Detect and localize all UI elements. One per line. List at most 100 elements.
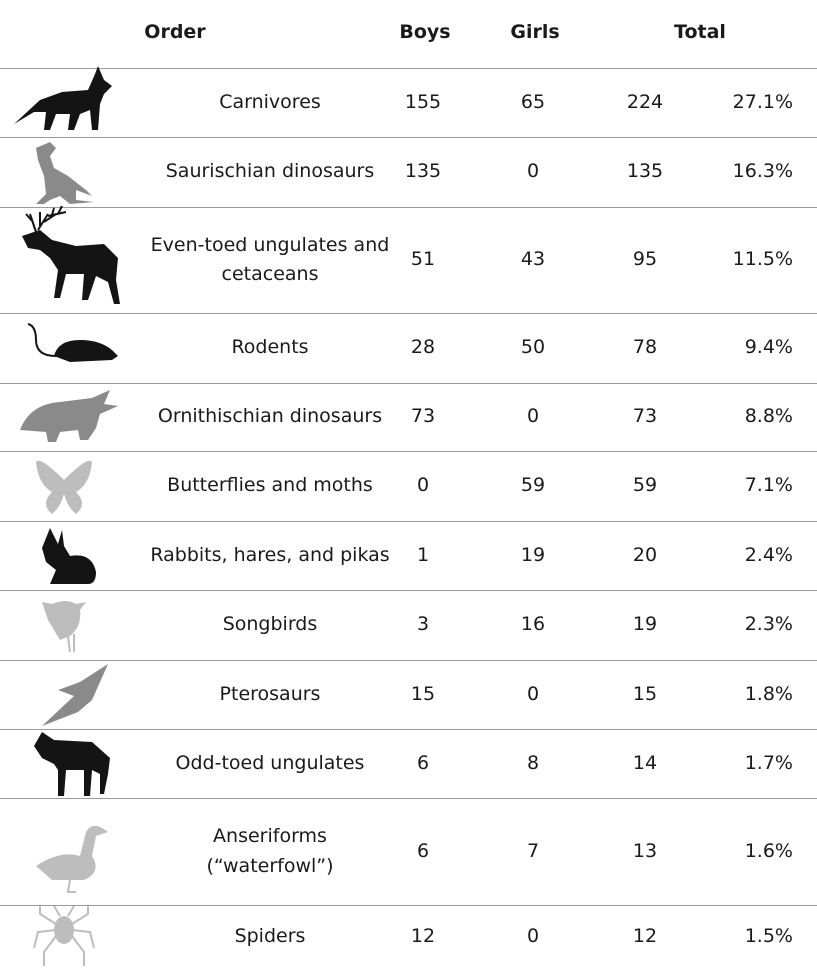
total-count: 73	[632, 405, 658, 428]
boys-count: 12	[410, 924, 436, 947]
total-count: 135	[626, 160, 664, 183]
total-count: 20	[632, 543, 658, 566]
spider-icon	[33, 905, 95, 966]
row-separator	[0, 798, 817, 799]
trex-icon	[36, 142, 94, 204]
butterfly-icon	[36, 460, 92, 514]
girls-count: 50	[520, 336, 546, 359]
order-name: Ornithischian dinosaurs	[145, 383, 395, 451]
total-percent: 7.1%	[744, 474, 793, 497]
girls-count: 16	[520, 613, 546, 636]
row-separator	[0, 207, 817, 208]
order-name: Even-toed ungulates and cetaceans	[145, 207, 395, 313]
rabbit-icon	[42, 528, 96, 584]
order-line: Anseriforms	[213, 825, 327, 848]
triceratops-icon	[20, 390, 118, 442]
girls-count: 43	[520, 248, 546, 271]
order-name: Butterflies and moths	[145, 451, 395, 521]
total-percent: 2.4%	[744, 543, 793, 566]
duck-icon	[36, 825, 108, 893]
girls-count: 0	[526, 160, 540, 183]
order-name: Rodents	[145, 313, 395, 383]
order-line: Odd-toed ungulates	[175, 751, 365, 774]
songbird-icon	[42, 601, 86, 653]
total-count: 19	[632, 613, 658, 636]
total-count: 224	[626, 90, 664, 113]
boys-count: 155	[404, 90, 442, 113]
row-separator	[0, 590, 817, 591]
order-line: Rodents	[231, 336, 309, 359]
boys-count: 6	[416, 839, 430, 862]
mouse-icon	[27, 323, 118, 362]
column-header: Total	[674, 21, 726, 44]
order-name: Anseriforms (“waterfowl”)	[145, 798, 395, 905]
order-name: Songbirds	[145, 590, 395, 660]
order-line: Rabbits, hares, and pikas	[150, 543, 390, 566]
girls-count: 59	[520, 474, 546, 497]
row-separator	[0, 451, 817, 452]
total-percent: 1.6%	[744, 839, 793, 862]
order-name: Rabbits, hares, and pikas	[145, 521, 395, 590]
total-count: 78	[632, 336, 658, 359]
column-header: Girls	[510, 21, 560, 44]
total-count: 95	[632, 248, 658, 271]
order-line: cetaceans	[221, 263, 319, 285]
row-separator	[0, 660, 817, 661]
row-separator	[0, 68, 817, 69]
order-line: Ornithischian dinosaurs	[157, 405, 383, 428]
row-separator	[0, 729, 817, 730]
total-count: 15	[632, 682, 658, 705]
boys-count: 28	[410, 336, 436, 359]
girls-count: 0	[526, 405, 540, 428]
total-count: 59	[632, 474, 658, 497]
order-line: (“waterfowl”)	[206, 854, 334, 877]
total-count: 13	[632, 839, 658, 862]
total-percent: 1.5%	[744, 924, 793, 947]
pterosaur-icon	[42, 664, 108, 726]
boys-count: 135	[404, 160, 442, 183]
girls-count: 19	[520, 543, 546, 566]
order-name: Pterosaurs	[145, 660, 395, 729]
total-percent: 1.7%	[744, 751, 793, 774]
total-percent: 27.1%	[732, 90, 793, 113]
horse-icon	[34, 732, 110, 796]
wolf-icon	[14, 66, 112, 130]
total-percent: 11.5%	[732, 248, 793, 271]
order-name: Saurischian dinosaurs	[145, 137, 395, 207]
total-percent: 8.8%	[744, 405, 793, 428]
order-name: Carnivores	[145, 68, 395, 137]
total-count: 14	[632, 751, 658, 774]
girls-count: 7	[526, 839, 540, 862]
order-line: Carnivores	[219, 90, 321, 113]
column-header: Order	[144, 21, 206, 44]
total-percent: 2.3%	[744, 613, 793, 636]
total-percent: 16.3%	[732, 160, 793, 183]
elk-icon	[22, 205, 120, 304]
total-percent: 9.4%	[744, 336, 793, 359]
order-line: Spiders	[234, 924, 306, 947]
total-count: 12	[632, 924, 658, 947]
row-separator	[0, 905, 817, 906]
order-line: Songbirds	[222, 613, 318, 636]
order-name: Spiders	[145, 905, 395, 968]
boys-count: 15	[410, 682, 436, 705]
row-separator	[0, 313, 817, 314]
girls-count: 0	[526, 924, 540, 947]
order-line: Pterosaurs	[219, 682, 321, 705]
girls-count: 65	[520, 90, 546, 113]
total-percent: 1.8%	[744, 682, 793, 705]
boys-count: 73	[410, 405, 436, 428]
row-separator	[0, 137, 817, 138]
girls-count: 0	[526, 682, 540, 705]
column-header: Boys	[399, 21, 451, 44]
girls-count: 8	[526, 751, 540, 774]
boys-count: 1	[416, 543, 430, 566]
boys-count: 51	[410, 248, 436, 271]
order-line: Even-toed ungulates and	[150, 233, 390, 256]
row-separator	[0, 383, 817, 384]
boys-count: 3	[416, 613, 430, 636]
order-line: Saurischian dinosaurs	[165, 160, 375, 183]
